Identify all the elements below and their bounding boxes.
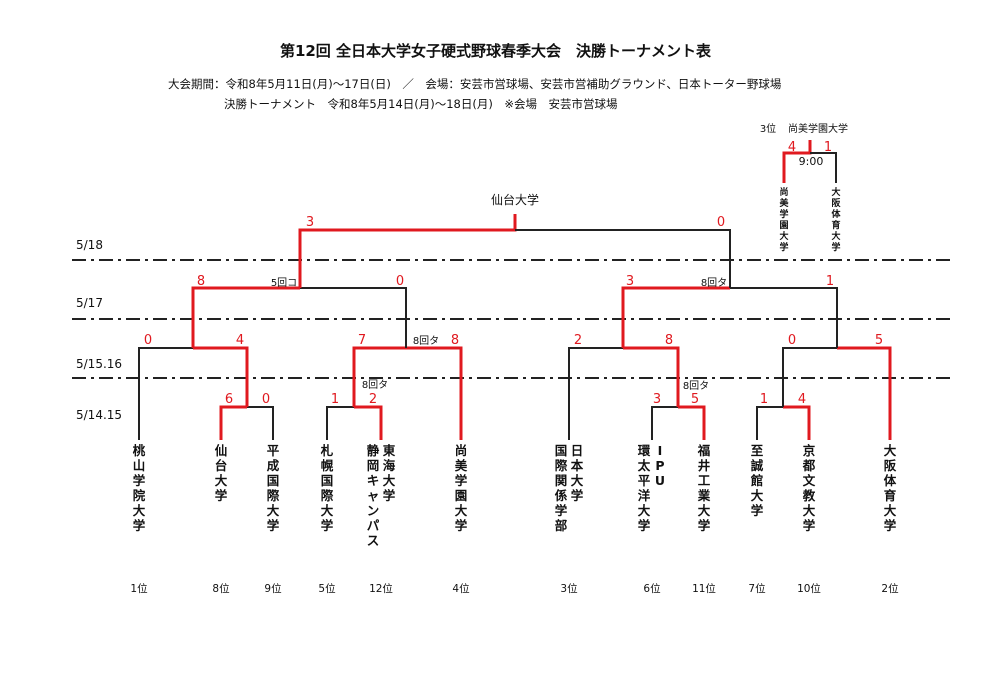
score: 0 bbox=[396, 274, 404, 289]
score: 4 bbox=[798, 392, 806, 407]
game-note: 5回コ bbox=[271, 277, 297, 289]
date-label: 5/17 bbox=[76, 296, 103, 310]
bracket-line bbox=[326, 406, 354, 440]
third-place-score-right: 1 bbox=[824, 140, 832, 155]
team-rank: 8位 bbox=[212, 582, 230, 595]
team-rank: 7位 bbox=[748, 582, 766, 595]
bracket-line-win bbox=[621, 286, 730, 348]
bracket-line-win bbox=[678, 405, 706, 440]
score: 2 bbox=[369, 392, 377, 407]
team-rank: 10位 bbox=[797, 582, 821, 595]
team-name: 大阪体育大学 bbox=[884, 443, 897, 533]
team-rank: 2位 bbox=[881, 582, 899, 595]
third-place-label: 3位 bbox=[760, 122, 776, 135]
team-name: 仙台大学 bbox=[215, 443, 228, 503]
bracket-line-win bbox=[219, 405, 247, 440]
third-place-line bbox=[810, 152, 837, 183]
score: 0 bbox=[717, 215, 725, 230]
date-label: 5/18 bbox=[76, 238, 103, 252]
score: 0 bbox=[788, 333, 796, 348]
bracket-line-win bbox=[623, 346, 680, 407]
third-place-line-win bbox=[782, 140, 812, 183]
score: 5 bbox=[875, 333, 883, 348]
score: 0 bbox=[262, 392, 270, 407]
bracket-line bbox=[730, 287, 838, 348]
score: 3 bbox=[306, 215, 314, 230]
third-place-winner: 尚美学園大学 bbox=[788, 122, 848, 135]
third-place-team-right: 大阪体育大学 bbox=[831, 186, 841, 253]
team-name: 環太平洋大学 bbox=[638, 443, 651, 533]
score: 8 bbox=[451, 333, 459, 348]
score: 7 bbox=[358, 333, 366, 348]
team-name: 日本大学 bbox=[571, 443, 584, 503]
team-rank: 5位 bbox=[318, 582, 336, 595]
team-name: 桃山学院大学 bbox=[133, 443, 146, 533]
champion-label: 仙台大学 bbox=[491, 192, 539, 207]
tournament-period: 大会期間：令和8年5月11日(月)～17日(日) ／ 会場：安芸市営球場、安芸市… bbox=[168, 77, 782, 91]
team-rank: 3位 bbox=[560, 582, 578, 595]
bracket-line-win bbox=[298, 214, 517, 288]
team-rank: 12位 bbox=[369, 582, 393, 595]
team-name: 京都文教大学 bbox=[802, 443, 816, 533]
third-place-score-left: 4 bbox=[788, 140, 796, 155]
bracket-line-win bbox=[193, 346, 249, 407]
score: 3 bbox=[653, 392, 661, 407]
page-title: 第12回 全日本大学女子硬式野球春季大会 決勝トーナメント表 bbox=[279, 42, 712, 60]
team-rank: 11位 bbox=[692, 582, 716, 595]
team-name: 国際関係学部 bbox=[555, 443, 568, 533]
date-label: 5/14.15 bbox=[76, 408, 122, 422]
game-note: 8回タ bbox=[683, 380, 709, 392]
third-place-time: 9:00 bbox=[799, 155, 824, 168]
team-name: 至誠館大学 bbox=[750, 443, 764, 518]
score: 1 bbox=[760, 392, 768, 407]
bracket-line-win bbox=[354, 405, 383, 440]
team-rank: 1位 bbox=[130, 582, 148, 595]
bracket-line-win bbox=[352, 346, 406, 407]
bracket-line bbox=[300, 287, 407, 348]
score: 5 bbox=[691, 392, 699, 407]
score: 1 bbox=[331, 392, 339, 407]
bracket-line bbox=[756, 406, 783, 440]
bracket-line bbox=[247, 406, 274, 440]
team-name: 札幌国際大学 bbox=[320, 443, 334, 533]
score: 6 bbox=[225, 392, 233, 407]
game-note: 8回タ bbox=[701, 277, 727, 289]
bracket-line bbox=[568, 347, 623, 440]
team-name: 尚美学園大学 bbox=[455, 443, 468, 533]
team-rank: 9位 bbox=[264, 582, 282, 595]
bracket-line bbox=[138, 347, 193, 440]
team-name: 福井工業大学 bbox=[697, 443, 711, 533]
score: 3 bbox=[626, 274, 634, 289]
bracket-line bbox=[651, 406, 678, 440]
bracket-line-win bbox=[783, 405, 811, 440]
date-label: 5/15.16 bbox=[76, 357, 122, 371]
bracket-line bbox=[782, 347, 837, 407]
bracket-line-win bbox=[406, 346, 463, 440]
score: 2 bbox=[574, 333, 582, 348]
score: 8 bbox=[665, 333, 673, 348]
team-rank: 4位 bbox=[452, 582, 470, 595]
score: 1 bbox=[826, 274, 834, 289]
team-list: 桃山学院大学 1位 仙台大学 8位 平成国際大学 9位 札幌国際大学 5位 東海大学静岡キャンパ… bbox=[130, 443, 899, 595]
bracket-line bbox=[515, 229, 731, 288]
team-name: 平成国際大学 bbox=[267, 443, 280, 533]
game-note: 8回タ bbox=[413, 335, 439, 347]
team-rank: 6位 bbox=[643, 582, 661, 595]
bracket-line-win bbox=[191, 286, 300, 348]
third-place-team-left: 尚美学園大学 bbox=[779, 186, 789, 253]
team-name: 東海大学 bbox=[383, 443, 396, 503]
score: 4 bbox=[236, 333, 244, 348]
game-note: 8回タ bbox=[362, 379, 388, 391]
score: 8 bbox=[197, 274, 205, 289]
team-name: 静岡キャンパス bbox=[367, 443, 380, 548]
final-tournament-info: 決勝トーナメント 令和8年5月14日(月)～18日(月) ※会場 安芸市営球場 bbox=[224, 97, 618, 111]
score: 0 bbox=[144, 333, 152, 348]
bracket-line-win bbox=[837, 346, 892, 440]
